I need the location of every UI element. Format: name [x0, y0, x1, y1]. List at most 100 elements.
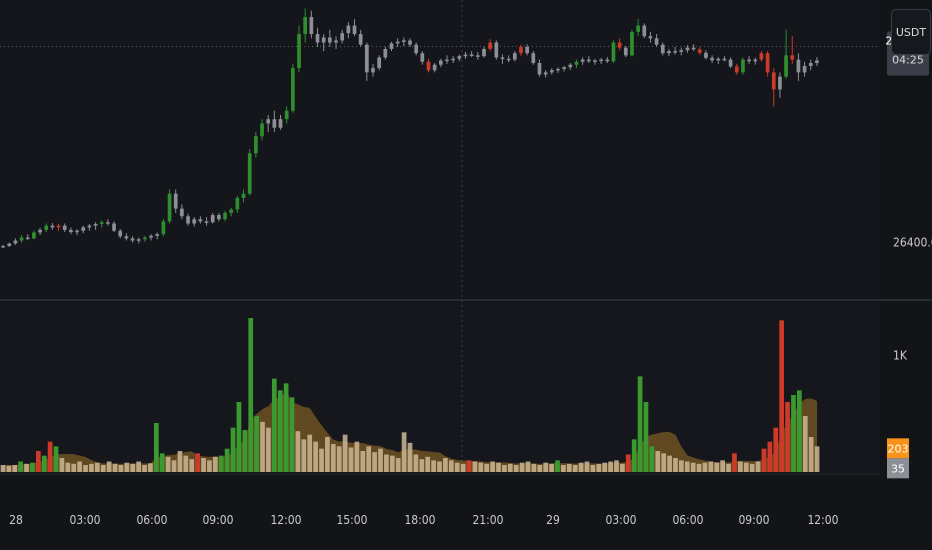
volume-bar: [566, 463, 572, 472]
volume-bar: [690, 462, 696, 472]
volume-bar: [649, 446, 655, 472]
time-axis-label: 15:00: [336, 513, 367, 527]
volume-bar: [30, 462, 35, 472]
candle-body: [556, 68, 560, 71]
candle-body: [574, 61, 579, 65]
time-axis-label: 03:00: [69, 513, 100, 527]
candle-body: [728, 59, 733, 67]
volume-bar: [496, 462, 501, 472]
candle-body: [623, 47, 628, 56]
volume-bar: [41, 455, 47, 472]
candle-body: [75, 230, 79, 233]
candle-body: [445, 59, 449, 62]
candle-body: [401, 40, 406, 42]
candle-body: [654, 38, 659, 45]
currency-button[interactable]: USDT: [891, 9, 931, 55]
volume-bar: [413, 454, 419, 472]
volume-bar: [572, 465, 578, 472]
volume-bar: [0, 465, 6, 472]
candle-body: [593, 60, 597, 62]
candle-body: [334, 40, 338, 43]
candle-body: [364, 44, 369, 73]
candle-body: [210, 214, 215, 223]
candle-body: [642, 25, 647, 37]
volume-bar: [277, 390, 283, 472]
volume-bar: [808, 437, 814, 472]
volume-bar: [732, 453, 737, 472]
volume-bar: [673, 458, 678, 472]
volume-pane-bg: [0, 302, 880, 474]
volume-bar: [443, 458, 448, 472]
volume-bar: [643, 402, 649, 472]
candle-body: [389, 43, 394, 49]
candle-body: [377, 57, 382, 69]
candle-body: [321, 37, 326, 43]
volume-bar: [437, 461, 442, 472]
candle-body: [630, 31, 634, 56]
volume-bar: [537, 465, 543, 472]
candle-body: [722, 58, 727, 61]
candle-body: [426, 61, 431, 71]
candle-body: [808, 63, 813, 66]
candle-body: [469, 54, 474, 56]
volume-bar: [738, 461, 743, 472]
volume-bar: [625, 454, 631, 472]
candle-body: [531, 53, 536, 64]
candle-body: [765, 53, 770, 73]
volume-bar: [679, 460, 684, 472]
volume-bar: [448, 460, 454, 472]
time-axis-label: 29: [546, 513, 560, 527]
volume-bar: [608, 461, 613, 472]
volume-bar: [59, 458, 65, 472]
candle-body: [204, 221, 209, 223]
candle-body: [568, 64, 573, 68]
volume-bar: [543, 462, 549, 472]
candle-body: [167, 193, 172, 222]
candle-body: [1, 246, 5, 248]
candle-body: [235, 197, 240, 210]
volume-bar: [218, 455, 224, 472]
volume-bar: [767, 441, 773, 472]
volume-bar: [325, 437, 330, 472]
volume-bar: [283, 383, 289, 472]
candle-body: [463, 54, 468, 57]
volume-bar: [425, 456, 431, 472]
candle-body: [69, 229, 73, 233]
volume-bar: [47, 441, 53, 472]
candle-body: [149, 235, 153, 238]
volume-bar: [354, 441, 360, 472]
candle-body: [223, 212, 227, 220]
volume-bar: [378, 448, 383, 472]
candle-body: [747, 59, 751, 62]
volume-bar: [655, 451, 661, 472]
candle-body: [186, 216, 190, 224]
volume-bar: [779, 320, 785, 472]
volume-bar: [100, 465, 106, 472]
volume-bar: [431, 460, 436, 472]
candle-body: [408, 40, 412, 45]
volume-bar: [65, 462, 71, 472]
candle-body: [155, 234, 160, 236]
candle-body: [494, 42, 499, 58]
candle-body: [328, 37, 332, 43]
volume-bar: [71, 463, 77, 472]
volume-bar: [24, 463, 29, 472]
time-axis-label: 03:00: [605, 513, 636, 527]
volume-bar: [720, 460, 726, 472]
volume-bar: [224, 448, 230, 472]
volume-bar: [702, 462, 708, 472]
candle-body: [371, 68, 375, 73]
volume-bar: [802, 416, 808, 472]
candle-body: [512, 53, 517, 60]
volume-bar: [35, 451, 41, 472]
volume-bar: [631, 439, 637, 472]
volume-bar: [466, 460, 472, 472]
candle-body: [352, 25, 357, 35]
candle-body: [519, 46, 523, 54]
volume-bar: [614, 460, 619, 472]
volume-bar: [637, 376, 643, 472]
volume-bar: [525, 461, 531, 472]
candle-body: [284, 110, 289, 120]
volume-bar: [336, 446, 342, 472]
